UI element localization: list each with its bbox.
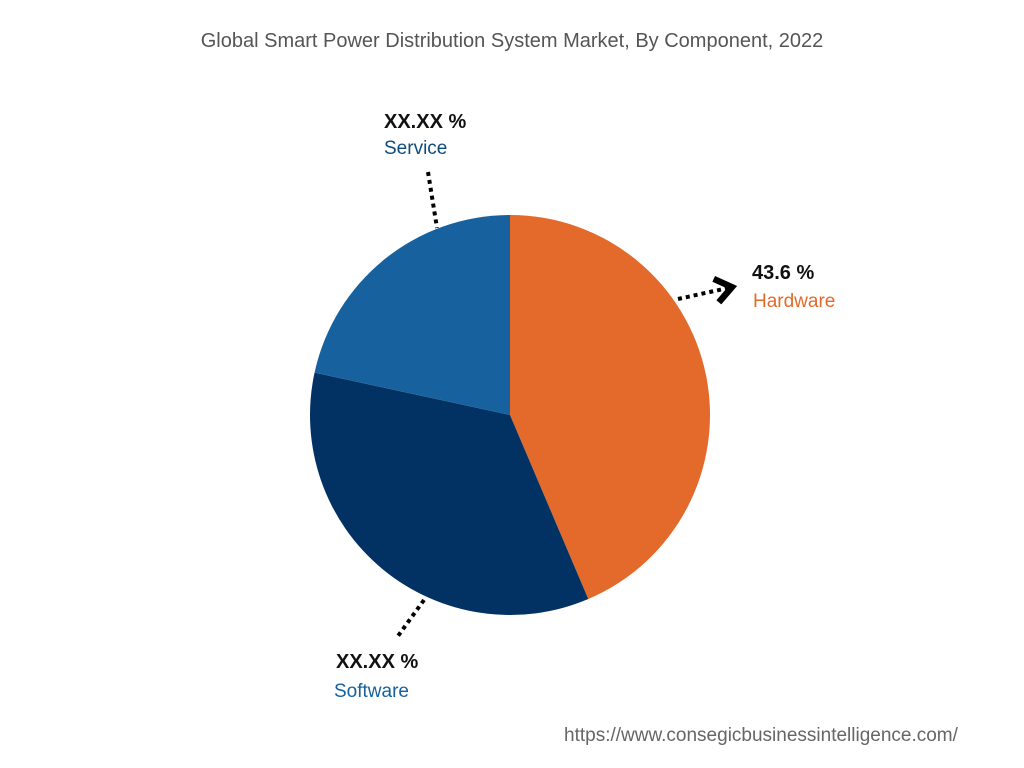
software-percent-label: XX.XX %: [336, 651, 419, 673]
pie-slice-software: [309, 372, 589, 616]
software-leader-line: [396, 598, 426, 638]
chart-title: Global Smart Power Distribution System M…: [200, 30, 824, 52]
pie-slice-hardware: [510, 215, 711, 600]
service-percent-label: XX.XX %: [384, 111, 467, 133]
service-leader-line: [426, 171, 439, 229]
hardware-leader-arrow: [677, 275, 738, 305]
hardware-name-label: Hardware: [753, 291, 836, 312]
pie-slice-service: [314, 215, 510, 415]
hardware-percent-label: 43.6 %: [752, 262, 815, 284]
service-name-label: Service: [384, 138, 448, 159]
source-url[interactable]: https://www.consegicbusinessintelligence…: [564, 725, 958, 746]
software-name-label: Software: [334, 681, 409, 702]
